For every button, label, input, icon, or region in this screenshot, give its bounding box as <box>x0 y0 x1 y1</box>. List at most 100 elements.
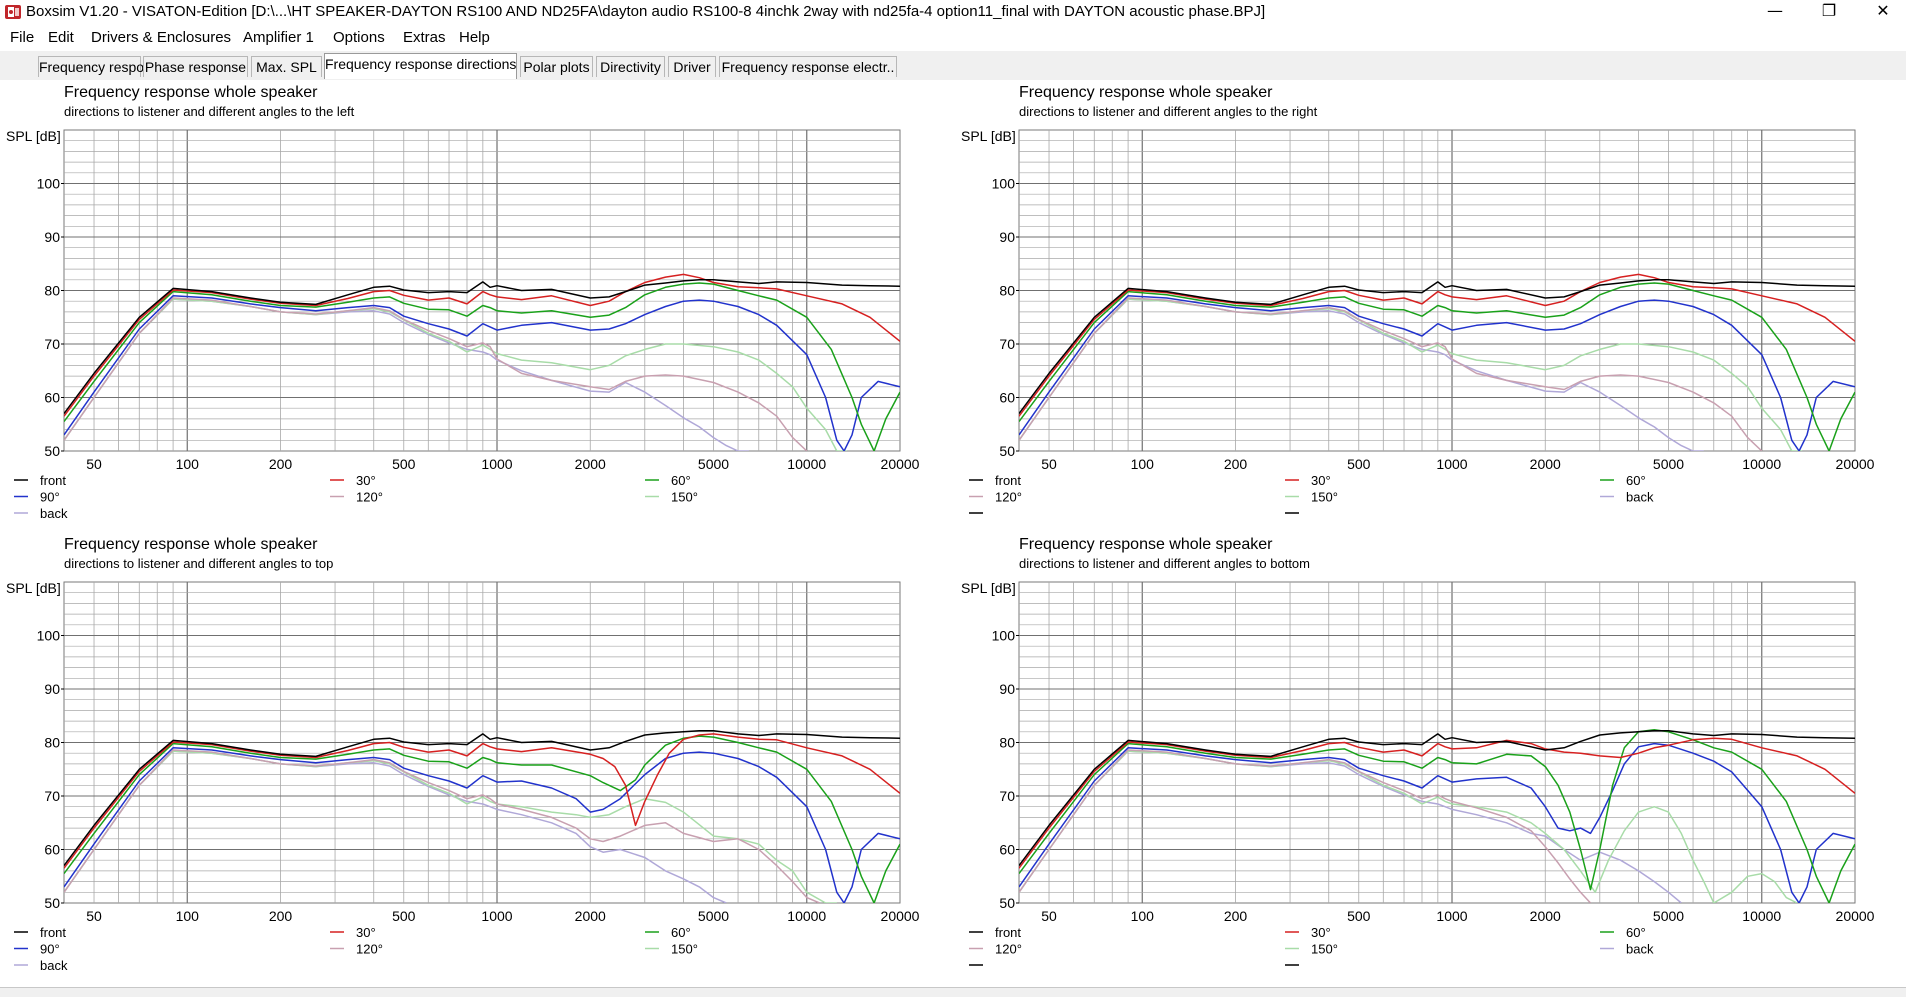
y-tick-label: 60 <box>44 390 60 406</box>
legend-label: 90° <box>40 490 60 505</box>
title-bar: Boxsim V1.20 - VISATON-Edition [D:\...\H… <box>0 0 1906 24</box>
x-tick-label: 2000 <box>1530 908 1561 924</box>
x-tick-label: 10000 <box>1742 456 1781 472</box>
legend-label: 150° <box>1311 942 1338 957</box>
y-axis-label: SPL [dB] <box>961 128 1016 144</box>
series-line-120 <box>64 297 808 451</box>
legend-label: front <box>995 473 1021 488</box>
x-tick-label: 2000 <box>575 908 606 924</box>
series-line-90 <box>64 295 900 451</box>
tab-phase-response[interactable]: Phase response <box>143 56 248 77</box>
series-line-90 <box>1019 742 1855 903</box>
series-line-120 <box>1019 297 1763 451</box>
x-tick-label: 5000 <box>698 908 729 924</box>
y-tick-label: 50 <box>44 895 60 911</box>
y-tick-label: 90 <box>999 229 1015 245</box>
tab-max-spl[interactable]: Max. SPL <box>251 56 322 77</box>
minimize-icon: — <box>1767 1 1783 20</box>
series-line-60 <box>64 735 900 903</box>
y-tick-label: 100 <box>37 628 61 644</box>
x-tick-label: 10000 <box>1742 908 1781 924</box>
y-axis-label: SPL [dB] <box>6 580 61 596</box>
chart-left: 50 60 70 80 90 100 SPL [dB] 50 100 200 500 1000 2000… <box>6 128 920 521</box>
x-tick-label: 1000 <box>481 456 512 472</box>
tab-directivity[interactable]: Directivity <box>596 56 665 77</box>
menu-bar: File Edit Drivers & Enclosures Amplifier… <box>0 25 1906 51</box>
legend-label: 60° <box>1626 473 1646 488</box>
x-tick-label: 5000 <box>1653 456 1684 472</box>
menu-drivers-enclosures[interactable]: Drivers & Enclosures <box>91 29 232 46</box>
x-tick-label: 500 <box>1347 908 1371 924</box>
legend-label: 30° <box>356 925 376 940</box>
chart-top: 50 60 70 80 90 100 SPL [dB] 50 100 200 500 1000 2000… <box>6 580 920 973</box>
series-line-front <box>64 729 900 867</box>
y-tick-label: 90 <box>44 681 60 697</box>
legend-label: 120° <box>356 490 383 505</box>
menu-edit[interactable]: Edit <box>48 29 74 46</box>
series-line-30 <box>64 733 900 869</box>
y-tick-label: 50 <box>44 443 60 459</box>
restore-icon: ❐ <box>1821 1 1837 20</box>
tab-frequency-response[interactable]: Frequency response. <box>38 56 171 77</box>
legend-label: back <box>40 506 68 521</box>
legend-label: front <box>40 925 66 940</box>
x-tick-label: 500 <box>392 908 416 924</box>
x-tick-label: 20000 <box>1836 908 1875 924</box>
tab-frequency-response-electrical[interactable]: Frequency response electr.. <box>719 56 897 77</box>
menu-amplifier[interactable]: Amplifier 1 <box>243 29 314 46</box>
app-icon <box>5 5 21 19</box>
x-tick-label: 100 <box>1131 908 1155 924</box>
x-tick-label: 2000 <box>575 456 606 472</box>
y-axis-label: SPL [dB] <box>6 128 61 144</box>
chart-subtitle: directions to listener and different ang… <box>64 104 355 119</box>
legend-label: back <box>1626 942 1654 957</box>
chart-panel-bottom: Frequency response whole speaker directi… <box>955 532 1905 982</box>
y-tick-label: 70 <box>999 336 1015 352</box>
legend-label: 150° <box>1311 490 1338 505</box>
menu-options[interactable]: Options <box>333 29 385 46</box>
series-line-front <box>64 279 900 415</box>
legend-label: 120° <box>356 942 383 957</box>
legend-label: back <box>40 958 68 973</box>
chart-panel-left: Frequency response whole speaker directi… <box>0 80 950 530</box>
chart-title: Frequency response whole speaker <box>1019 536 1273 553</box>
chart-subtitle: directions to listener and different ang… <box>1019 556 1310 571</box>
menu-file[interactable]: File <box>10 29 35 46</box>
series-line-90 <box>1019 295 1855 451</box>
y-tick-label: 60 <box>999 390 1015 406</box>
x-tick-label: 100 <box>176 908 200 924</box>
legend-label: 150° <box>671 942 698 957</box>
menu-help[interactable]: Help <box>459 29 490 46</box>
chart-right: 50 60 70 80 90 100 SPL [dB] 50 100 200 500 1000 2000… <box>961 128 1875 514</box>
x-tick-label: 20000 <box>1836 456 1875 472</box>
x-tick-label: 20000 <box>881 456 920 472</box>
x-tick-label: 100 <box>176 456 200 472</box>
tab-driver[interactable]: Driver <box>668 56 716 77</box>
y-tick-label: 60 <box>44 842 60 858</box>
menu-extras[interactable]: Extras <box>403 29 446 46</box>
y-tick-label: 70 <box>999 788 1015 804</box>
close-button[interactable]: ✕ <box>1860 0 1906 24</box>
y-tick-label: 60 <box>999 842 1015 858</box>
series-line-30 <box>1019 273 1855 417</box>
legend-label: 120° <box>995 942 1022 957</box>
tab-frequency-response-directions[interactable]: Frequency response directions <box>324 53 517 79</box>
legend-label: 30° <box>356 473 376 488</box>
x-tick-label: 500 <box>392 456 416 472</box>
legend-label: back <box>1626 490 1654 505</box>
x-tick-label: 50 <box>1041 456 1057 472</box>
restore-button[interactable]: ❐ <box>1806 0 1852 24</box>
y-tick-label: 80 <box>999 735 1015 751</box>
chart-subtitle: directions to listener and different ang… <box>64 556 334 571</box>
x-tick-label: 10000 <box>787 456 826 472</box>
x-tick-label: 20000 <box>881 908 920 924</box>
y-tick-label: 80 <box>44 735 60 751</box>
minimize-button[interactable]: — <box>1752 0 1798 24</box>
tab-polar-plots[interactable]: Polar plots <box>520 56 593 77</box>
y-tick-label: 100 <box>37 176 61 192</box>
x-tick-label: 2000 <box>1530 456 1561 472</box>
chart-panel-right: Frequency response whole speaker directi… <box>955 80 1905 530</box>
chart-bottom: 50 60 70 80 90 100 SPL [dB] 50 100 200 500 1000 2000… <box>961 580 1875 966</box>
series-line-90 <box>64 747 900 903</box>
series-line-60 <box>1019 282 1855 451</box>
